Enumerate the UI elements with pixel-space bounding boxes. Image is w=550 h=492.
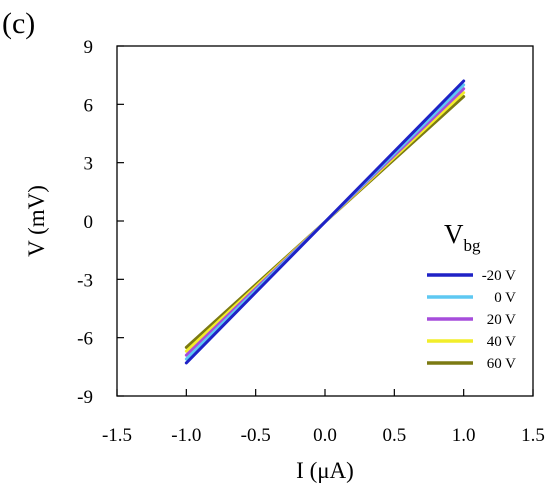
y-tick-label: 6 [84, 95, 94, 116]
y-tick-label: -9 [77, 387, 93, 408]
series-lines [184, 79, 466, 365]
x-tick-label: 0.0 [313, 425, 337, 446]
legend: -20 V 0 V 20 V 40 V 60 V [427, 268, 516, 372]
legend-title: Vbg [444, 219, 481, 255]
legend-label: 0 V [494, 290, 516, 306]
legend-title-main: V [444, 219, 464, 249]
legend-label: 60 V [487, 356, 516, 372]
y-tick-label: -3 [77, 270, 93, 291]
series-line [184, 79, 466, 365]
x-tick-label: -1.5 [102, 425, 132, 446]
x-tick-label: 0.5 [382, 425, 406, 446]
legend-title-sub: bg [464, 236, 482, 255]
x-tick-label: -0.5 [241, 425, 271, 446]
y-tick-label: -6 [77, 329, 93, 350]
panel-label: (c) [2, 7, 35, 40]
legend-label: 40 V [487, 334, 516, 350]
y-tick-label: 9 [84, 37, 94, 58]
x-tick-label: -1.0 [171, 425, 201, 446]
y-tick-label: 3 [84, 154, 94, 175]
y-axis-title: V (mV) [24, 185, 49, 257]
x-axis-title: I (μA) [296, 458, 354, 483]
ticks: -1.5 -1.0 -0.5 0.0 0.5 1.0 1.5 -9 -6 -3 0 3 6 9 [77, 37, 545, 446]
y-tick-label: 0 [84, 212, 94, 233]
legend-label: 20 V [487, 312, 516, 328]
x-tick-label: 1.0 [452, 425, 476, 446]
legend-label: -20 V [482, 268, 516, 284]
x-tick-label: 1.5 [521, 425, 545, 446]
